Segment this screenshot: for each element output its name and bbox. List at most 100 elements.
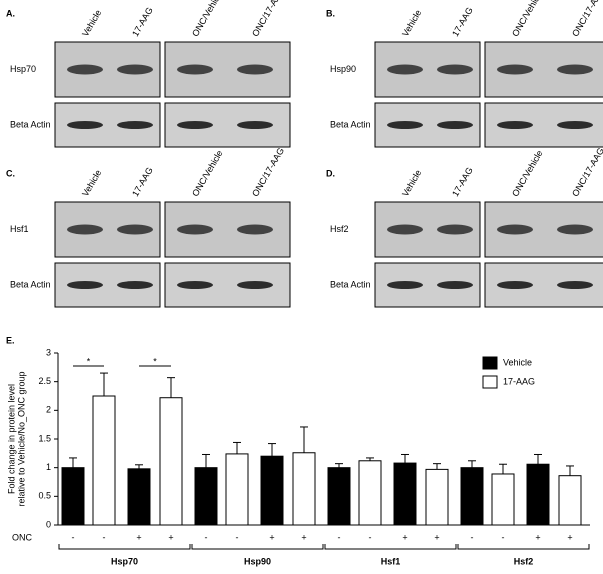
group-bracket	[324, 544, 457, 550]
onc-sign: -	[103, 532, 106, 542]
bar	[558, 475, 582, 526]
lane-label: ONC/Vehicle	[510, 0, 544, 38]
bar	[393, 462, 417, 526]
band	[117, 121, 153, 129]
band	[497, 224, 533, 235]
lane-label: 17-AAG	[130, 5, 155, 38]
bar	[526, 463, 550, 526]
onc-sign: +	[567, 532, 572, 542]
row-label: Beta Actin	[10, 119, 51, 129]
band	[497, 121, 533, 129]
y-tick-label: 2.5	[38, 376, 51, 386]
y-tick-label: 1	[46, 462, 51, 472]
bar	[159, 397, 183, 526]
onc-label: ONC	[12, 532, 33, 542]
y-tick-label: 2	[46, 405, 51, 415]
bar	[327, 467, 351, 526]
panel-label: D.	[326, 168, 335, 178]
bar	[61, 467, 85, 526]
onc-sign: +	[136, 532, 141, 542]
lane-label: ONC/17-AAG	[250, 0, 286, 38]
y-axis-label: relative to Vehicle/No_ONC group	[16, 371, 26, 506]
band	[237, 224, 273, 235]
onc-sign: +	[301, 532, 306, 542]
bar	[260, 455, 284, 526]
onc-sign: -	[205, 532, 208, 542]
legend-swatch	[482, 356, 498, 370]
band	[67, 64, 103, 75]
row-label: Beta Actin	[10, 279, 51, 289]
band	[497, 281, 533, 289]
band	[177, 64, 213, 75]
onc-sign: +	[168, 532, 173, 542]
band	[237, 281, 273, 289]
band	[387, 224, 423, 235]
onc-sign: -	[369, 532, 372, 542]
band	[67, 121, 103, 129]
band	[117, 224, 153, 235]
row-label: Hsp70	[10, 64, 36, 74]
lane-label: Vehicle	[400, 168, 423, 198]
row-label: Hsf1	[10, 224, 29, 234]
lane-label: Vehicle	[400, 8, 423, 38]
band	[557, 121, 593, 129]
lane-label: 17-AAG	[450, 5, 475, 38]
band	[437, 64, 473, 75]
onc-sign: +	[535, 532, 540, 542]
band	[387, 64, 423, 75]
band	[437, 121, 473, 129]
onc-sign: -	[72, 532, 75, 542]
legend-label: 17-AAG	[503, 376, 535, 386]
onc-sign: -	[338, 532, 341, 542]
bar	[225, 453, 249, 526]
band	[177, 121, 213, 129]
band	[497, 64, 533, 75]
lane-label: ONC/17-AAG	[570, 146, 603, 198]
bar	[491, 473, 515, 526]
group-label: Hsp90	[244, 556, 271, 566]
lane-label: ONC/Vehicle	[190, 149, 224, 199]
band	[437, 224, 473, 235]
band	[117, 64, 153, 75]
band	[387, 281, 423, 289]
band	[177, 224, 213, 235]
group-label: Hsf1	[381, 556, 401, 566]
lane-label: ONC/17-AAG	[250, 146, 286, 198]
band	[437, 281, 473, 289]
bar	[92, 395, 116, 526]
panel-label: A.	[6, 8, 15, 18]
y-tick-label: 0	[46, 519, 51, 529]
lane-label: ONC/17-AAG	[570, 0, 603, 38]
group-bracket	[191, 544, 324, 550]
lane-label: Vehicle	[80, 8, 103, 38]
group-bracket	[58, 544, 191, 550]
bar	[425, 468, 449, 526]
onc-sign: +	[402, 532, 407, 542]
group-bracket	[457, 544, 590, 550]
row-label: Beta Actin	[330, 119, 371, 129]
lane-label: ONC/Vehicle	[190, 0, 224, 38]
row-label: Hsp90	[330, 64, 356, 74]
band	[557, 281, 593, 289]
significance-mark: *	[87, 356, 91, 366]
bar	[358, 460, 382, 526]
y-tick-label: 0.5	[38, 491, 51, 501]
onc-sign: +	[269, 532, 274, 542]
lane-label: ONC/Vehicle	[510, 149, 544, 199]
onc-sign: -	[236, 532, 239, 542]
chart-label: E.	[6, 335, 15, 345]
significance-mark: *	[153, 356, 157, 366]
lane-label: Vehicle	[80, 168, 103, 198]
row-label: Beta Actin	[330, 279, 371, 289]
onc-sign: -	[471, 532, 474, 542]
panel-label: B.	[326, 8, 335, 18]
band	[67, 224, 103, 235]
panel-label: C.	[6, 168, 15, 178]
band	[237, 64, 273, 75]
legend-label: Vehicle	[503, 357, 532, 367]
band	[177, 281, 213, 289]
band	[557, 64, 593, 75]
group-label: Hsp70	[111, 556, 138, 566]
lane-label: 17-AAG	[130, 165, 155, 198]
